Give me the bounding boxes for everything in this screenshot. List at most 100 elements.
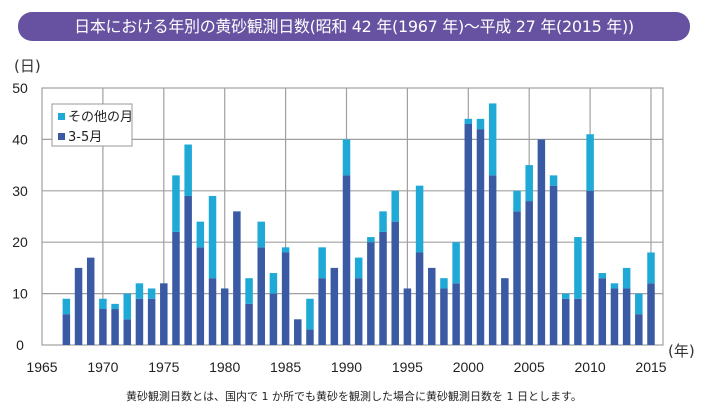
bar-other <box>245 278 253 304</box>
x-tick-label: 1980 <box>209 359 240 375</box>
bar-other <box>647 252 655 284</box>
bar-other <box>635 293 643 315</box>
bar-spring <box>196 247 205 345</box>
bar-spring <box>525 201 533 345</box>
bar-other <box>476 118 485 130</box>
y-axis-label: (日) <box>14 57 41 75</box>
x-tick-label: 1970 <box>87 359 118 375</box>
x-tick-label: 2010 <box>575 359 606 375</box>
bar-other <box>574 237 582 299</box>
bar-other <box>99 298 107 310</box>
x-axis-label: (年) <box>668 342 695 360</box>
bar-spring <box>610 288 619 345</box>
bar-spring <box>135 298 144 345</box>
legend-label: その他の月 <box>68 110 133 125</box>
bar-spring <box>220 288 229 345</box>
bar-spring <box>379 231 387 345</box>
bar-spring <box>86 257 95 345</box>
x-tick-label: 1995 <box>392 359 423 375</box>
bar-spring <box>294 319 302 345</box>
bar-other <box>622 267 631 289</box>
bar-spring <box>586 190 594 345</box>
bar-spring <box>513 211 521 345</box>
bar-spring <box>306 329 314 345</box>
legend-swatch <box>58 133 65 140</box>
bar-spring <box>452 283 460 345</box>
x-tick-label: 2005 <box>514 359 545 375</box>
bar-spring <box>269 293 278 345</box>
bar-other <box>464 118 473 124</box>
bar-other <box>257 221 265 248</box>
y-tick-label: 0 <box>16 337 24 353</box>
bar-other <box>147 288 156 299</box>
bar-spring <box>208 278 217 345</box>
bar-spring <box>233 211 241 345</box>
bar-other <box>342 139 351 176</box>
bar-spring <box>257 247 265 345</box>
bar-spring <box>622 288 631 345</box>
bar-other <box>379 211 387 232</box>
bar-other <box>111 303 119 310</box>
bar-other <box>525 165 533 202</box>
x-tick-label: 2000 <box>453 359 484 375</box>
x-tick-label: 2015 <box>635 359 666 375</box>
bar-spring <box>561 298 570 345</box>
footnote: 黄砂観測日数とは、国内で 1 か所でも黄砂を観測した場合に黄砂観測日数を 1 日… <box>126 390 582 403</box>
bar-other <box>513 190 521 212</box>
bar-spring <box>367 242 375 345</box>
bar-spring <box>111 309 119 345</box>
legend-box <box>51 103 133 147</box>
bar-spring <box>537 139 546 345</box>
bar-spring <box>501 278 509 345</box>
bar-spring <box>330 267 339 345</box>
bar-spring <box>635 314 643 345</box>
x-tick-label: 1965 <box>26 359 57 375</box>
bar-other <box>196 221 205 248</box>
plot-frame <box>41 87 664 346</box>
bar-other <box>354 257 363 279</box>
bar-spring <box>99 309 107 345</box>
y-tick-label: 20 <box>12 234 28 250</box>
x-tick-label: 1990 <box>331 359 362 375</box>
bar-spring <box>62 314 71 345</box>
legend-label: 3-5月 <box>68 130 102 145</box>
bar-spring <box>318 278 326 345</box>
bar-other <box>123 293 132 320</box>
bar-other <box>62 298 71 315</box>
bar-other <box>306 298 314 330</box>
bar-other <box>172 175 180 232</box>
bar-spring <box>415 252 424 345</box>
bar-other <box>610 283 619 289</box>
bar-other <box>135 283 144 299</box>
bar-other <box>415 185 424 253</box>
bar-spring <box>440 288 448 345</box>
bar-other <box>391 190 399 222</box>
bar-spring <box>598 278 607 345</box>
bar-spring <box>354 278 363 345</box>
y-tick-label: 10 <box>12 286 28 302</box>
bar-other <box>184 144 192 196</box>
bar-spring <box>476 129 485 345</box>
bar-spring <box>647 283 655 345</box>
bar-spring <box>245 303 253 345</box>
bar-other <box>440 278 448 289</box>
chart-title: 日本における年別の黄砂観測日数(昭和 42 年(1967 年)～平成 27 年(… <box>18 12 690 41</box>
bar-spring <box>549 185 558 345</box>
legend-swatch <box>58 113 65 120</box>
bar-other <box>281 247 290 253</box>
bar-spring <box>147 298 156 345</box>
bar-spring <box>464 123 473 345</box>
bar-spring <box>428 267 436 345</box>
bar-spring <box>342 175 351 345</box>
bar-other <box>586 134 594 191</box>
x-tick-label: 1975 <box>148 359 179 375</box>
bar-other <box>561 293 570 299</box>
bar-spring <box>184 195 192 345</box>
bar-spring <box>172 231 180 345</box>
x-tick-label: 1985 <box>270 359 301 375</box>
bar-spring <box>391 221 399 345</box>
y-tick-label: 40 <box>12 131 28 147</box>
bar-spring <box>574 298 582 345</box>
bar-spring <box>160 283 168 345</box>
